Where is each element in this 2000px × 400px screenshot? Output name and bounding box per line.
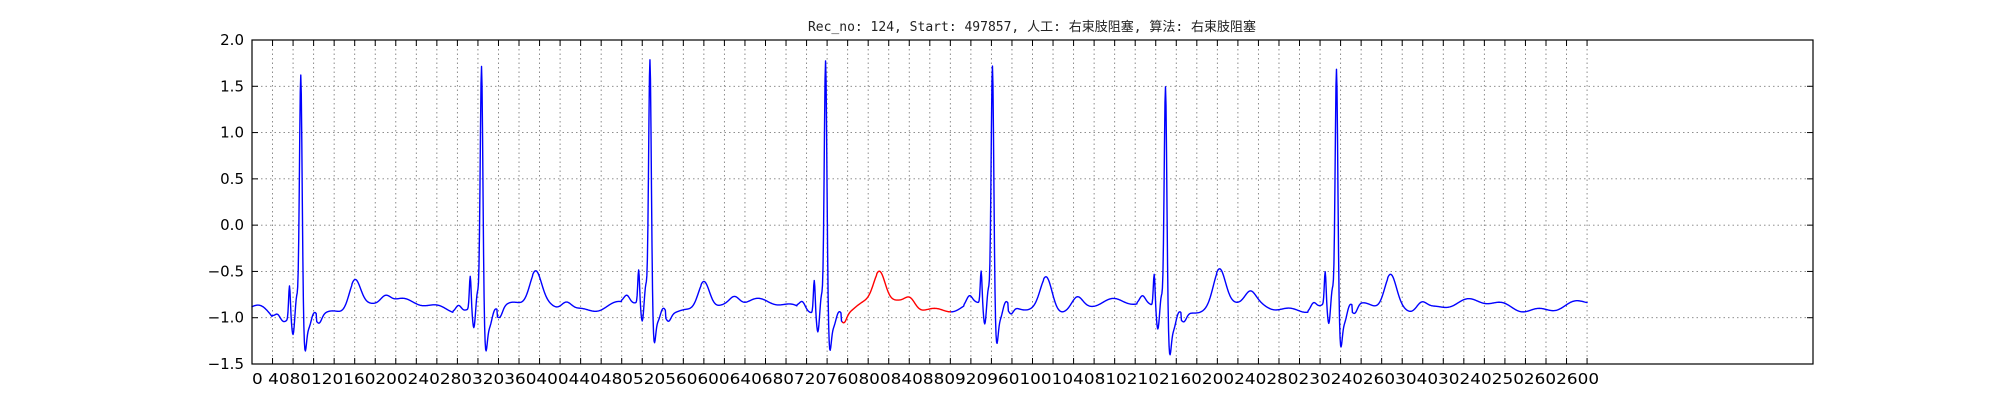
chart-title: Rec_no: 124, Start: 497857, 人工: 右束肢阻塞, 算… [808,19,1256,35]
y-tick-label: −1.5 [208,355,244,373]
red-ecg-segment [841,270,952,324]
grid-lines [252,40,1813,364]
y-tick-label: 2.0 [220,31,244,49]
y-tick-label: 0.5 [220,170,244,188]
y-tick-label: 1.0 [220,124,244,142]
y-tick-label: −0.5 [208,262,244,280]
x-axis: 0 40801201602002402803203604004404805205… [251,40,1599,388]
y-tick-label: 0.0 [220,216,244,234]
blue-ecg-segment [251,59,844,352]
series-layer [251,59,1588,356]
y-tick-label: 1.5 [220,77,244,95]
x-tick-labels: 0 40801201602002402803203604004404805205… [252,370,1599,388]
blue-ecg-segment [949,65,1588,356]
y-axis: 2.0 1.5 1.0 0.5 0.0 −0.5 −1.0 −1.5 [208,31,1813,373]
y-tick-label: −1.0 [208,309,244,327]
